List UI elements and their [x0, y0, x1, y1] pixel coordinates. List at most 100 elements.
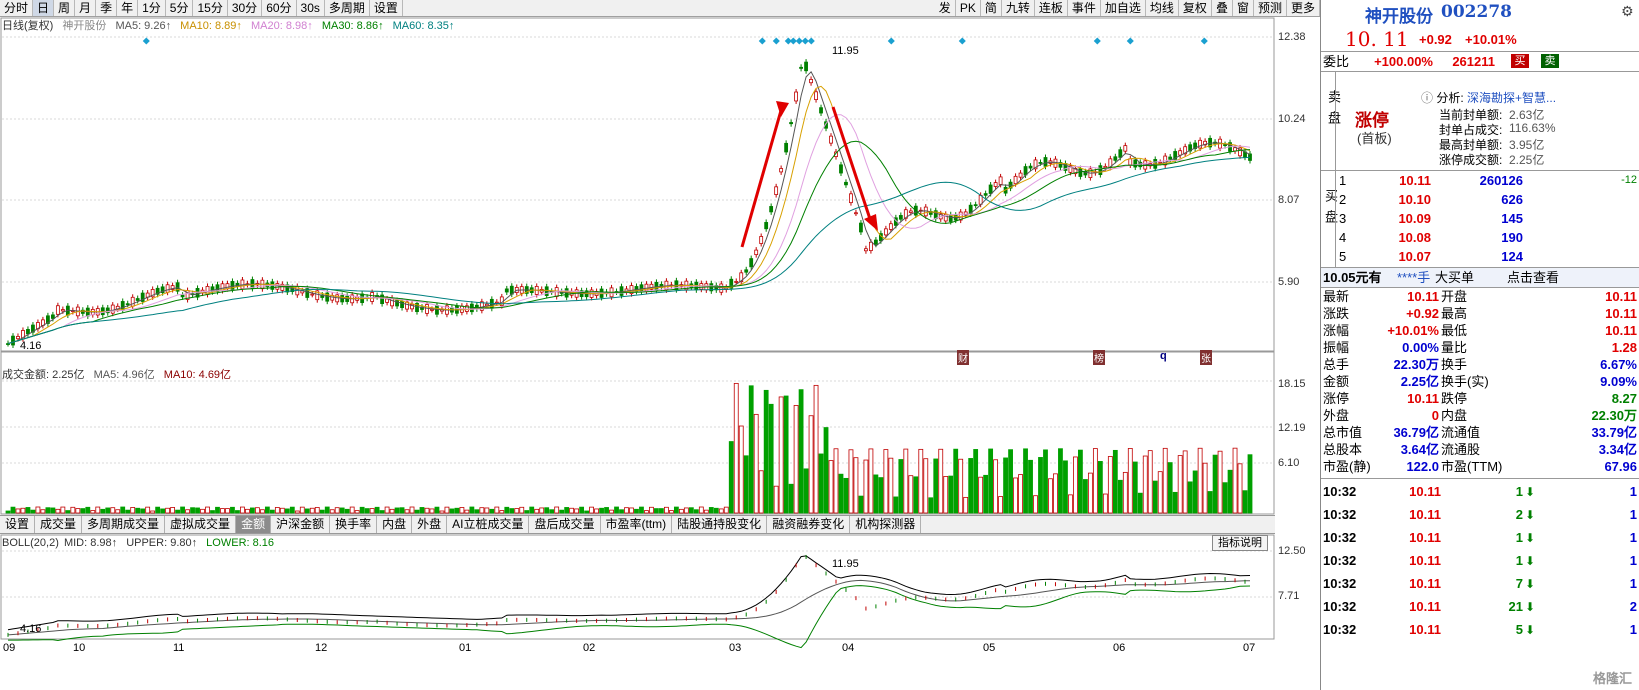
indicator-tab[interactable]: 虚拟成交量: [165, 516, 237, 533]
toolbar-tool-button[interactable]: 窗: [1233, 0, 1254, 16]
volume-bar: [130, 507, 136, 514]
event-tag-financial[interactable]: 财: [957, 350, 969, 365]
period-button[interactable]: 30s: [297, 0, 325, 16]
period-button[interactable]: 多周期: [325, 0, 370, 16]
stat-value: 9.09%: [1600, 374, 1637, 389]
tick-time: 10:32: [1323, 484, 1357, 499]
indicator-tab[interactable]: 成交量: [35, 516, 83, 533]
toolbar-tool-button[interactable]: 更多: [1287, 0, 1320, 16]
indicator-tab[interactable]: 换手率: [330, 516, 378, 533]
toolbar-tool-button[interactable]: 预测: [1254, 0, 1287, 16]
candle-body: [729, 278, 734, 289]
bid-level-row[interactable]: 2 10.10 626: [1321, 190, 1639, 209]
bid-price: 10.08: [1398, 230, 1431, 245]
indicator-tab[interactable]: 沪深金额: [271, 516, 331, 533]
period-button[interactable]: 周: [54, 0, 76, 16]
volume-bar: [723, 506, 729, 514]
candle-body: [839, 164, 843, 174]
buy-button[interactable]: 买: [1511, 54, 1529, 68]
indicator-tab[interactable]: AI立桩成交量: [447, 516, 530, 533]
volume-bar: [1013, 477, 1018, 514]
toolbar-tool-button[interactable]: 发: [935, 0, 956, 16]
indicator-tab[interactable]: 内盘: [377, 516, 413, 533]
volume-bar: [1023, 448, 1028, 514]
toolbar-tool-button[interactable]: 简: [981, 0, 1002, 16]
candle-body: [834, 151, 838, 157]
period-button[interactable]: 日: [33, 0, 55, 16]
period-button[interactable]: 5分: [166, 0, 194, 16]
stat-label: 市盈(静): [1323, 459, 1371, 474]
period-button[interactable]: 月: [75, 0, 97, 16]
indicator-tab[interactable]: 外盘: [412, 516, 448, 533]
candle-body: [46, 315, 50, 324]
volume-bar: [289, 506, 295, 514]
candle-body: [479, 301, 484, 311]
big-order-link[interactable]: 点击查看: [1507, 270, 1560, 285]
bid-level-row[interactable]: 3 10.09 145: [1321, 209, 1639, 228]
indicator-tab[interactable]: 市盈率(ttm): [601, 516, 673, 533]
candle-body: [774, 186, 779, 195]
quote-stat-row: 最新 10.11 开盘 10.11: [1321, 288, 1639, 305]
tick-price: 10.11: [1409, 507, 1441, 522]
toolbar-tool-button[interactable]: 事件: [1068, 0, 1101, 16]
toolbar-tool-button[interactable]: 连板: [1035, 0, 1068, 16]
indicator-tab[interactable]: 多周期成交量: [82, 516, 166, 533]
period-button[interactable]: 分时: [0, 0, 34, 16]
volume-bar: [763, 389, 769, 514]
stat-label: 换手: [1441, 357, 1468, 372]
settings-gear-icon[interactable]: ⚙: [1621, 3, 1634, 19]
candle-body: [769, 206, 774, 213]
period-button[interactable]: 季: [96, 0, 118, 16]
tick-count: 1: [1629, 530, 1637, 545]
period-button[interactable]: 30分: [228, 0, 263, 16]
toolbar-tool-button[interactable]: 复权: [1179, 0, 1212, 16]
candle-body: [983, 193, 988, 196]
main-panel-frame: [0, 17, 1275, 352]
bid-level-row[interactable]: 4 10.08 190: [1321, 228, 1639, 247]
event-tag-q[interactable]: q: [1160, 350, 1167, 362]
stat-value: 2.25亿: [1400, 374, 1439, 389]
candle-body: [744, 269, 749, 273]
indicator-tab[interactable]: 机构探测器: [850, 516, 922, 533]
indicator-tab[interactable]: 融资融券变化: [767, 516, 851, 533]
toolbar-tool-button[interactable]: 叠: [1212, 0, 1233, 16]
volume-bar: [499, 510, 505, 514]
indicator-tab[interactable]: 设置: [0, 516, 36, 533]
signal-diamond: [142, 37, 150, 45]
kline-chart-canvas[interactable]: [0, 17, 1320, 690]
event-tag-list[interactable]: 榜: [1093, 350, 1105, 365]
toolbar-tool-button[interactable]: 加自选: [1101, 0, 1146, 16]
candle-body: [1113, 156, 1118, 161]
x-axis-label: 09: [3, 642, 16, 654]
indicator-help-button[interactable]: 指标说明: [1212, 535, 1268, 551]
indicator-tab[interactable]: 盘后成交量: [529, 516, 601, 533]
volume-bar: [848, 449, 854, 514]
volume-bar: [933, 458, 939, 514]
bid-level-row[interactable]: 5 10.07 124: [1321, 247, 1639, 266]
indicator-tab[interactable]: 陆股通持股变化: [672, 516, 768, 533]
bid-level-row[interactable]: 1 10.11 260126 -12: [1321, 171, 1639, 190]
toolbar-tool-button[interactable]: 九转: [1002, 0, 1035, 16]
candle-body: [809, 79, 813, 84]
volume-bar: [484, 507, 490, 514]
volume-bar: [569, 507, 575, 514]
volume-bar: [155, 506, 161, 514]
candle-body: [958, 211, 963, 221]
period-button[interactable]: 15分: [193, 0, 228, 16]
kline-chart-area[interactable]: 日线(复权) 神开股份 MA5: 9.26↑ MA10: 8.89↑ MA20:…: [0, 17, 1320, 690]
trade-tick-row: 10:32 10.11 2 ⬇ 1: [1321, 504, 1639, 526]
period-button[interactable]: 设置: [370, 0, 403, 16]
quote-stat-row: 振幅 0.00% 量比 1.28: [1321, 339, 1639, 356]
sell-button[interactable]: 卖: [1541, 54, 1559, 68]
period-button[interactable]: 年: [117, 0, 139, 16]
indicator-tab[interactable]: 金额: [236, 516, 272, 533]
volume-bar: [908, 475, 914, 514]
event-tag-zhang[interactable]: 张: [1200, 350, 1212, 365]
toolbar-tool-button[interactable]: PK: [956, 0, 981, 16]
analysis-link[interactable]: 深海勘探+智慧...: [1467, 91, 1557, 105]
period-button[interactable]: 60分: [262, 0, 297, 16]
volume-bar: [609, 509, 614, 514]
period-button[interactable]: 1分: [138, 0, 166, 16]
toolbar-tool-button[interactable]: 均线: [1146, 0, 1179, 16]
volume-bar: [399, 507, 405, 514]
